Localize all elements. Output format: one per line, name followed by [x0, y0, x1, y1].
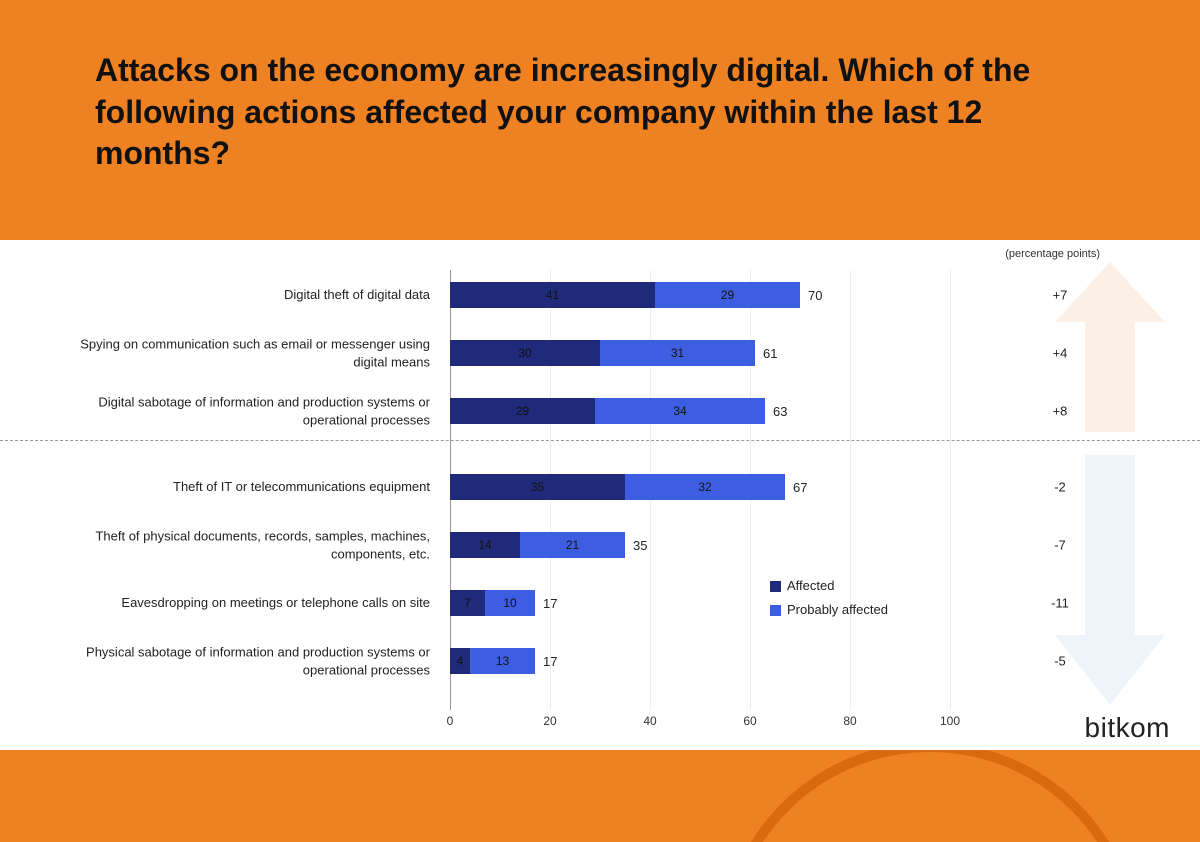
change-value: +8 — [1000, 404, 1120, 419]
chart-row: Eavesdropping on meetings or telephone c… — [50, 578, 1150, 628]
total-label: 70 — [800, 282, 822, 308]
percentage-points-label: (percentage points) — [1005, 248, 1100, 260]
total-label: 17 — [535, 590, 557, 616]
bar-probably: 10 — [485, 590, 535, 616]
bar-affected: 29 — [450, 398, 595, 424]
x-axis-label: 40 — [643, 714, 656, 728]
row-label: Theft of physical documents, records, sa… — [50, 527, 440, 562]
bitkom-logo: bitkom — [1085, 712, 1170, 744]
total-label: 67 — [785, 474, 807, 500]
chart-panel: (percentage points) 0 20 40 60 80 100 Digital… — [0, 240, 1200, 750]
row-label: Digital sabotage of information and prod… — [50, 393, 440, 428]
row-label: Theft of IT or telecommunications equipm… — [50, 478, 440, 496]
bar-affected: 41 — [450, 282, 655, 308]
row-label: Physical sabotage of information and pro… — [50, 643, 440, 678]
bar-group: 303161 — [450, 340, 1050, 366]
bar-probably: 34 — [595, 398, 765, 424]
bar-affected: 35 — [450, 474, 625, 500]
bar-group: 142135 — [450, 532, 1050, 558]
bar-probably: 13 — [470, 648, 535, 674]
chart-row: Physical sabotage of information and pro… — [50, 636, 1150, 686]
legend-swatch-affected — [770, 581, 781, 592]
change-value: -11 — [1000, 596, 1120, 611]
x-axis-label: 60 — [743, 714, 756, 728]
section-divider — [0, 440, 1200, 441]
bar-affected: 30 — [450, 340, 600, 366]
chart-row: Theft of IT or telecommunications equipm… — [50, 462, 1150, 512]
page-title: Attacks on the economy are increasingly … — [95, 50, 1105, 175]
bar-group: 353267 — [450, 474, 1050, 500]
x-axis-label: 100 — [940, 714, 960, 728]
row-label: Digital theft of digital data — [50, 286, 440, 304]
bar-probably: 31 — [600, 340, 755, 366]
bar-probably: 29 — [655, 282, 800, 308]
header: Attacks on the economy are increasingly … — [0, 0, 1200, 205]
chart-row: Digital theft of digital data412970+7 — [50, 270, 1150, 320]
chart-area: 0 20 40 60 80 100 Digital theft of digital da… — [50, 270, 1150, 730]
bar-affected: 14 — [450, 532, 520, 558]
bar-group: 71017 — [450, 590, 1050, 616]
legend-affected: Affected — [770, 578, 834, 593]
change-value: -7 — [1000, 538, 1120, 553]
bar-affected: 7 — [450, 590, 485, 616]
bar-affected: 4 — [450, 648, 470, 674]
total-label: 35 — [625, 532, 647, 558]
x-axis-label: 80 — [843, 714, 856, 728]
chart-row: Spying on communication such as email or… — [50, 328, 1150, 378]
chart-row: Theft of physical documents, records, sa… — [50, 520, 1150, 570]
chart-row: Digital sabotage of information and prod… — [50, 386, 1150, 436]
change-value: -2 — [1000, 480, 1120, 495]
total-label: 61 — [755, 340, 777, 366]
total-label: 17 — [535, 648, 557, 674]
bar-group: 41317 — [450, 648, 1050, 674]
legend-swatch-probably — [770, 605, 781, 616]
total-label: 63 — [765, 398, 787, 424]
footer-band — [0, 750, 1200, 842]
row-label: Spying on communication such as email or… — [50, 335, 440, 370]
bar-group: 293463 — [450, 398, 1050, 424]
x-axis-label: 0 — [447, 714, 454, 728]
change-value: -5 — [1000, 654, 1120, 669]
footer-arc — [720, 750, 1140, 842]
change-value: +7 — [1000, 288, 1120, 303]
change-value: +4 — [1000, 346, 1120, 361]
bar-probably: 21 — [520, 532, 625, 558]
legend-probably: Probably affected — [770, 602, 888, 617]
x-axis-label: 20 — [543, 714, 556, 728]
row-label: Eavesdropping on meetings or telephone c… — [50, 594, 440, 612]
bar-probably: 32 — [625, 474, 785, 500]
bar-group: 412970 — [450, 282, 1050, 308]
